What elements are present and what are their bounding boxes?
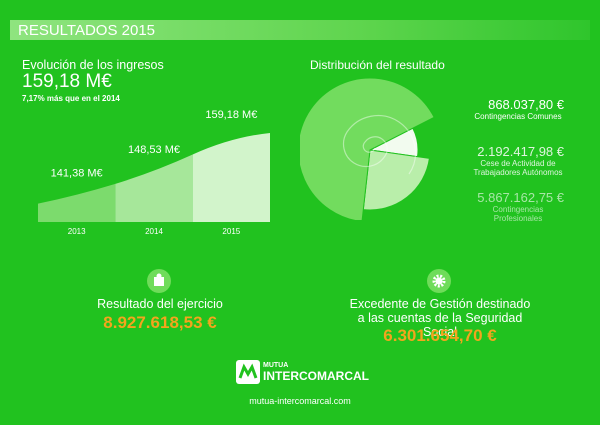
chart-title: Evolución de los ingresos <box>22 58 164 72</box>
pie-slice <box>300 77 435 220</box>
result-value: 8.927.618,53 € <box>103 313 217 332</box>
header-band <box>10 20 590 40</box>
area-chart: 2013 141,38 M€ 2014 148,53 M€ 2015 159,18 M€ <box>38 109 270 236</box>
annotation: 7,17% más que en el 2014 <box>22 94 120 103</box>
x-tick-label: 2013 <box>68 227 86 236</box>
area-band <box>115 154 193 222</box>
pie-label: 2.192.417,98 € Cese de Actividad de Traba… <box>472 144 564 177</box>
category-label: Contingencias Profesionales <box>492 205 544 223</box>
category-label: Cese de Actividad de Trabajadores Autóno… <box>473 159 563 177</box>
value-label: 2.192.417,98 € <box>477 144 564 159</box>
x-tick-label: 2015 <box>222 227 240 236</box>
header-title: RESULTADOS 2015 <box>18 22 155 39</box>
area-band <box>38 183 116 222</box>
brand: INTERCOMARCAL <box>263 369 369 383</box>
value-label: 868.037,80 € <box>488 97 564 112</box>
pie-chart <box>300 77 435 220</box>
chart-subtitle: 159,18 M€ <box>22 71 112 92</box>
brand-top: MUTUA <box>263 362 289 369</box>
puzzle-icon <box>147 269 171 293</box>
pie-slice <box>362 149 430 211</box>
logo-icon <box>236 360 260 384</box>
footer-url: mutua-intercomarcal.com <box>249 396 351 406</box>
area-band <box>192 133 270 222</box>
spiral-decoration <box>342 115 416 175</box>
result-label: Resultado del ejercicio <box>97 297 223 311</box>
category-label: Contingencias Comunes <box>474 112 562 121</box>
gear-icon <box>427 269 451 293</box>
pie-label: 5.867.162,75 € Contingencias Profesionale… <box>472 190 564 223</box>
result-label: Excedente de Gestión destinado a las cue… <box>349 297 531 339</box>
value-label: 148,53 M€ <box>128 144 180 156</box>
pie-label: 868.037,80 € Contingencias Comunes <box>472 97 564 121</box>
result-value: 6.301.654,70 € <box>383 326 497 345</box>
value-label: 5.867.162,75 € <box>477 190 564 205</box>
x-tick-label: 2014 <box>145 227 163 236</box>
value-label: 159,18 M€ <box>205 109 257 121</box>
chart-title: Distribución del resultado <box>310 58 445 72</box>
value-label: 141,38 M€ <box>51 168 103 180</box>
